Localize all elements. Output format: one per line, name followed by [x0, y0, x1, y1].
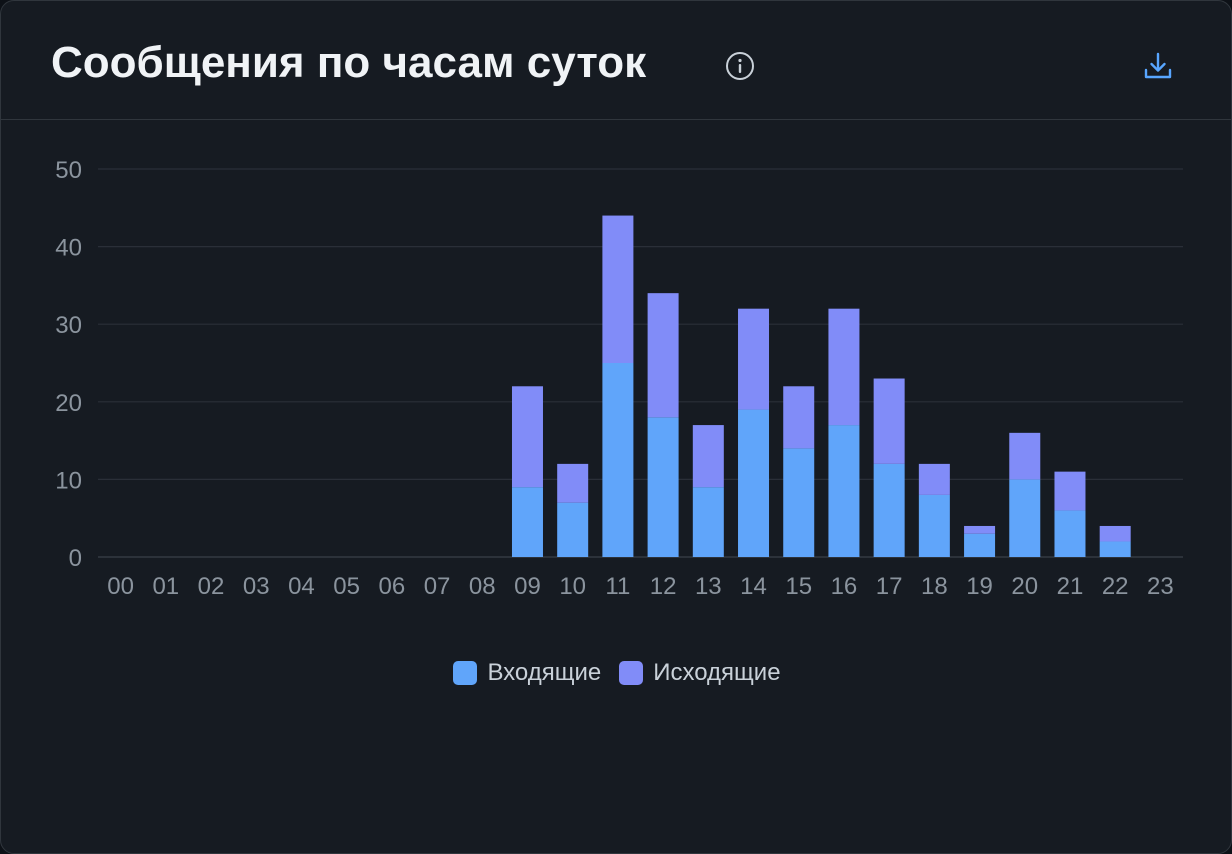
x-tick-label: 09 — [514, 573, 541, 600]
bar-incoming-22[interactable] — [1099, 541, 1131, 557]
x-tick-label: 17 — [876, 573, 903, 600]
x-tick-label: 14 — [740, 573, 767, 600]
x-tick-label: 10 — [559, 573, 586, 600]
bar-outgoing-10[interactable] — [557, 463, 589, 503]
chart-area: 0 10 20 30 40 50 00 01 02 03 04 05 06 07 08 09 10 11 12 13 1… — [1, 120, 1231, 720]
bar-incoming-15[interactable] — [783, 448, 815, 557]
y-tick-label: 20 — [55, 390, 82, 417]
bar-incoming-18[interactable] — [918, 494, 950, 557]
x-tick-label: 00 — [107, 573, 134, 600]
x-tick-label: 16 — [831, 573, 858, 600]
bar-incoming-21[interactable] — [1054, 510, 1086, 557]
bar-outgoing-19[interactable] — [964, 525, 996, 534]
x-tick-label: 20 — [1011, 573, 1038, 600]
x-tick-label: 21 — [1057, 573, 1084, 600]
bar-outgoing-14[interactable] — [738, 308, 770, 410]
legend-label-incoming: Входящие — [487, 659, 602, 686]
y-tick-label: 30 — [55, 312, 82, 339]
legend-item-incoming[interactable]: Входящие — [453, 659, 601, 687]
x-tick-label: 07 — [424, 573, 451, 600]
bar-outgoing-21[interactable] — [1054, 471, 1086, 511]
chart-legend: Входящие Исходящие — [1, 657, 1231, 689]
legend-item-outgoing[interactable]: Исходящие — [619, 659, 781, 687]
chart-title: Сообщения по часам суток — [51, 38, 647, 87]
x-tick-label: 03 — [243, 573, 270, 600]
bar-incoming-11[interactable] — [602, 363, 634, 557]
x-tick-label: 19 — [966, 573, 993, 600]
bar-outgoing-15[interactable] — [783, 386, 815, 449]
download-icon[interactable] — [1141, 49, 1175, 83]
bar-incoming-20[interactable] — [1009, 479, 1041, 557]
x-tick-label: 12 — [650, 573, 677, 600]
x-tick-label: 05 — [333, 573, 360, 600]
bar-incoming-13[interactable] — [692, 487, 724, 557]
bar-outgoing-11[interactable] — [602, 215, 634, 363]
legend-label-outgoing: Исходящие — [653, 659, 781, 686]
y-tick-label: 0 — [69, 545, 82, 572]
bar-incoming-12[interactable] — [647, 417, 679, 557]
card-header: Сообщения по часам суток — [1, 1, 1231, 120]
bar-outgoing-22[interactable] — [1099, 525, 1131, 542]
y-tick-label: 50 — [55, 157, 82, 184]
y-tick-label: 40 — [55, 235, 82, 262]
bar-incoming-14[interactable] — [738, 409, 770, 557]
bar-incoming-09[interactable] — [511, 487, 543, 557]
legend-swatch-outgoing — [619, 661, 644, 685]
bar-incoming-16[interactable] — [828, 425, 860, 557]
x-tick-label: 02 — [198, 573, 225, 600]
x-tick-label: 22 — [1102, 573, 1129, 600]
bar-incoming-10[interactable] — [557, 502, 589, 557]
x-tick-label: 18 — [921, 573, 948, 600]
bar-outgoing-16[interactable] — [828, 308, 860, 426]
legend-swatch-incoming — [453, 661, 478, 685]
x-tick-label: 01 — [152, 573, 179, 600]
bar-incoming-17[interactable] — [873, 463, 905, 557]
bar-outgoing-13[interactable] — [692, 425, 724, 488]
bar-outgoing-09[interactable] — [511, 386, 543, 488]
x-tick-label: 15 — [785, 573, 812, 600]
x-tick-label: 08 — [469, 573, 496, 600]
bar-outgoing-20[interactable] — [1009, 432, 1041, 480]
bar-outgoing-12[interactable] — [647, 293, 679, 418]
x-tick-label: 06 — [379, 573, 406, 600]
x-tick-label: 11 — [605, 573, 630, 600]
x-tick-label: 23 — [1147, 573, 1174, 600]
x-tick-label: 04 — [288, 573, 315, 600]
y-tick-label: 10 — [55, 467, 82, 494]
info-icon[interactable] — [725, 51, 755, 81]
bar-outgoing-18[interactable] — [918, 463, 950, 495]
x-tick-label: 13 — [695, 573, 722, 600]
bar-outgoing-17[interactable] — [873, 378, 905, 464]
bar-chart: 0 10 20 30 40 50 00 01 02 03 04 05 06 07 08 09 10 11 12 13 1… — [55, 157, 1183, 600]
bar-incoming-19[interactable] — [964, 533, 996, 557]
